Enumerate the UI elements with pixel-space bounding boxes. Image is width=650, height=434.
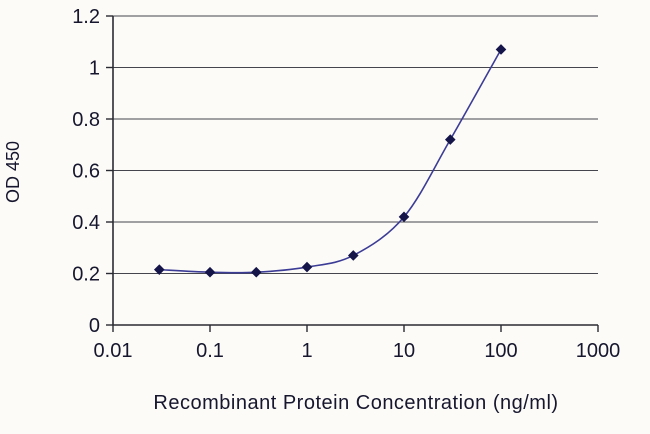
y-tick-labels: 0 0.2 0.4 0.6 0.8 1 1.2 [72, 6, 100, 337]
data-point-marker [250, 266, 262, 278]
x-tick-labels: 0.01 0.1 1 10 100 1000 [94, 340, 621, 362]
x-tick-label: 0.1 [196, 340, 224, 362]
x-tick-label: 1 [301, 340, 312, 362]
x-tick-label: 100 [484, 340, 517, 362]
x-tick-label: 0.01 [94, 340, 133, 362]
data-point-marker [301, 261, 313, 273]
y-tick-label: 0.6 [72, 161, 100, 183]
y-tick-label: 1.2 [72, 6, 100, 28]
data-point-marker [347, 250, 359, 261]
y-tick-label: 0 [89, 315, 100, 337]
x-axis-title: Recombinant Protein Concentration (ng/ml… [153, 392, 558, 414]
data-point-marker [444, 134, 456, 145]
y-axis-title: OD 450 [3, 141, 23, 203]
x-tick-label: 1000 [576, 340, 621, 362]
data-point-marker [495, 44, 507, 55]
data-point-marker [204, 266, 216, 278]
y-tick-label: 0.2 [72, 264, 100, 286]
y-tick-label: 1 [89, 58, 100, 80]
axes [106, 15, 599, 332]
y-tick-label: 0.4 [72, 212, 100, 234]
series-line [159, 49, 502, 274]
gridlines [113, 15, 598, 326]
data-series-line [159, 49, 502, 274]
data-point-marker [398, 211, 410, 223]
data-point-marker [153, 264, 165, 275]
x-tick-label: 10 [393, 340, 415, 362]
series-markers [153, 44, 507, 278]
y-tick-label: 0.8 [72, 109, 100, 131]
